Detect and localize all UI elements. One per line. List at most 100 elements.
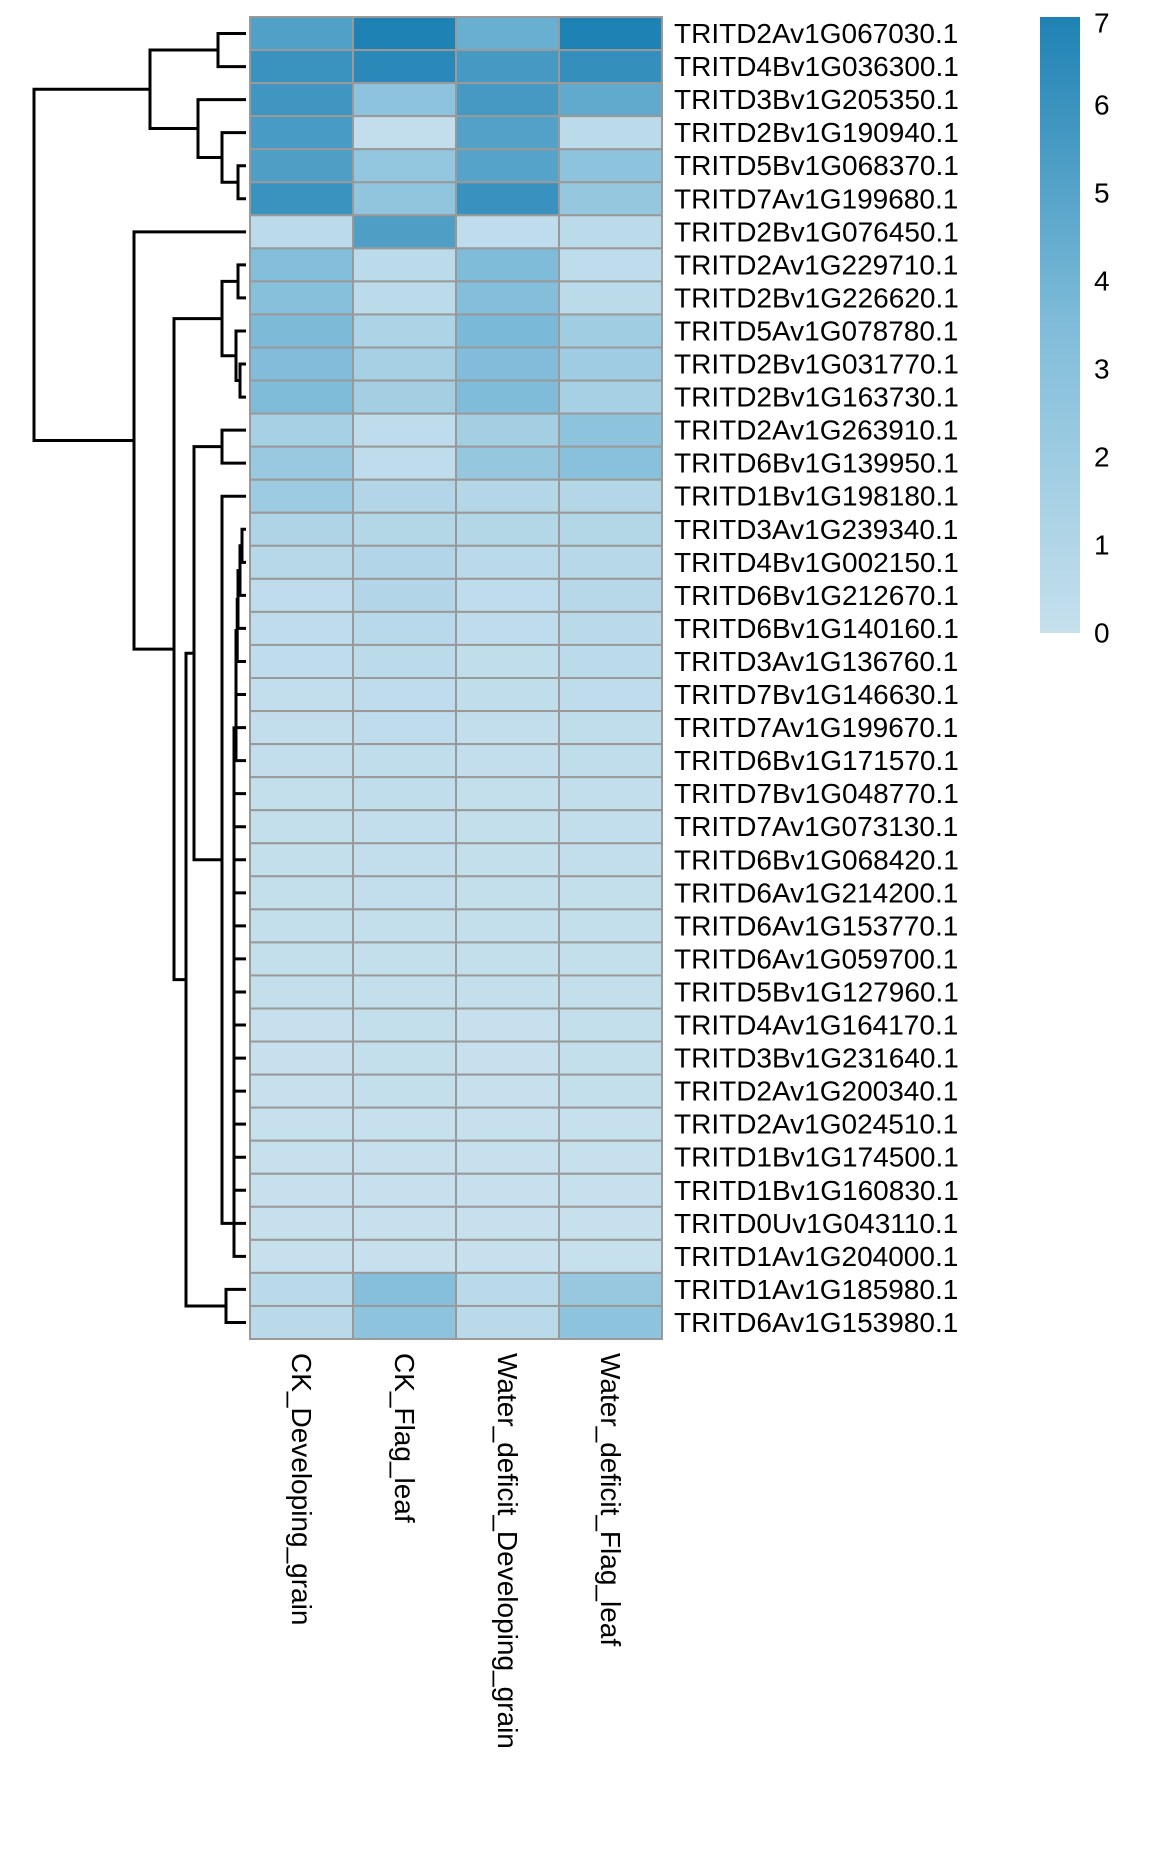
dendrogram-branch: [216, 32, 246, 69]
heatmap-cell: [455, 1106, 560, 1142]
heatmap-cell: [249, 148, 354, 184]
heatmap-cell: [352, 974, 457, 1010]
heatmap-cell: [352, 908, 457, 944]
legend-tick-label: 1: [1094, 530, 1110, 561]
heatmap-cell: [558, 1073, 663, 1109]
heatmap-cell: [558, 16, 663, 52]
heatmap-cell: [455, 544, 560, 580]
heatmap-cell: [455, 379, 560, 415]
heatmap-cell: [352, 610, 457, 646]
heatmap-cell: [249, 643, 354, 680]
row-label: TRITD7Av1G073130.1: [674, 811, 958, 842]
heatmap-cell: [249, 346, 354, 382]
heatmap-cell: [558, 115, 663, 151]
heatmap-cell: [352, 1205, 457, 1241]
heatmap-cell: [455, 1007, 560, 1043]
row-label: TRITD3Av1G136760.1: [674, 646, 958, 677]
heatmap-cell: [352, 280, 457, 316]
row-label: TRITD6Bv1G068420.1: [674, 844, 959, 875]
heatmap-cell: [558, 313, 663, 349]
heatmap-cell: [558, 511, 663, 547]
row-dendrogram: [32, 32, 246, 1324]
heatmap-cell: [558, 941, 663, 977]
heatmap-cell: [352, 445, 457, 481]
heatmap-cell: [249, 1271, 354, 1307]
legend-tick-label: 2: [1094, 442, 1110, 473]
heatmap-cell: [455, 875, 560, 911]
dendrogram-branch: [232, 726, 246, 796]
legend-tick-label: 5: [1094, 178, 1110, 209]
row-label: TRITD6Av1G059700.1: [674, 943, 958, 974]
heatmap-cell: [249, 544, 354, 580]
heatmap-cell: [558, 677, 663, 713]
row-labels: TRITD2Av1G067030.1TRITD4Bv1G036300.1TRIT…: [674, 18, 959, 1338]
heatmap-cell: [249, 82, 354, 118]
heatmap-cell: [352, 313, 457, 349]
heatmap-cell: [249, 1040, 354, 1076]
heatmap-cell: [455, 1271, 560, 1307]
color-legend-ticks: 0 1 2 3 4 5 6 7: [1094, 8, 1110, 649]
heatmap-cell: [455, 445, 560, 481]
row-label: TRITD5Bv1G068370.1: [674, 150, 959, 181]
heatmap-cell: [455, 809, 560, 845]
row-label: TRITD6Bv1G212670.1: [674, 580, 959, 611]
row-label: TRITD2Av1G229710.1: [674, 249, 958, 280]
heatmap-cell: [249, 875, 354, 911]
heatmap-cell: [558, 445, 663, 481]
heatmap-cell: [455, 776, 560, 812]
dendrogram-branch: [238, 362, 246, 399]
heatmap-cell: [249, 1139, 354, 1175]
row-label: TRITD6Av1G214200.1: [674, 877, 958, 908]
row-label: TRITD5Bv1G127960.1: [674, 976, 959, 1007]
heatmap-cell: [455, 974, 560, 1010]
heatmap-cell: [352, 776, 457, 812]
heatmap-cell: [558, 1304, 663, 1340]
heatmap-cell: [558, 346, 663, 382]
row-label: TRITD6Av1G153770.1: [674, 910, 958, 941]
heatmap-cell: [455, 280, 560, 316]
dendrogram-branch: [184, 651, 226, 1308]
heatmap-cell: [249, 280, 354, 316]
heatmap-cell: [455, 511, 560, 547]
heatmap-cell: [249, 16, 354, 52]
dendrogram-branch: [192, 445, 222, 862]
legend-tick-label: 3: [1094, 354, 1110, 385]
heatmap-cell: [249, 313, 354, 349]
heatmap-cell: [352, 643, 457, 680]
dendrogram-branch: [234, 695, 246, 763]
row-label: TRITD1Av1G204000.1: [674, 1241, 958, 1272]
heatmap-cell: [352, 49, 457, 85]
heatmap-cell: [352, 478, 457, 514]
heatmap-cell: [558, 247, 663, 283]
heatmap-cell: [558, 82, 663, 118]
dendrogram-branch: [235, 598, 246, 663]
dendrogram-branch: [220, 428, 246, 465]
heatmap-cell: [558, 478, 663, 514]
dendrogram-branch: [240, 527, 246, 564]
heatmap-cell: [558, 743, 663, 779]
row-label: TRITD5Av1G078780.1: [674, 315, 958, 346]
row-label: TRITD4Av1G164170.1: [674, 1010, 958, 1041]
heatmap-cell: [352, 247, 457, 283]
row-label: TRITD7Av1G199670.1: [674, 712, 958, 743]
heatmap-cell: [352, 941, 457, 977]
heatmap-cell: [249, 1304, 354, 1340]
heatmap-cell: [455, 577, 560, 613]
heatmap-cell: [455, 743, 560, 779]
heatmap-cell: [352, 1007, 457, 1043]
heatmap-cell: [249, 842, 354, 878]
column-label: CK_Developing_grain: [286, 1353, 317, 1625]
heatmap-cell: [352, 1304, 457, 1340]
heatmap-cell: [352, 511, 457, 547]
row-label: TRITD2Av1G263910.1: [674, 415, 958, 446]
heatmap-cell: [249, 214, 354, 250]
heatmap-cell: [455, 478, 560, 514]
row-label: TRITD3Bv1G205350.1: [674, 84, 959, 115]
row-label: TRITD7Bv1G048770.1: [674, 778, 959, 809]
heatmap-cell: [352, 181, 457, 217]
row-label: TRITD4Bv1G036300.1: [674, 51, 959, 82]
row-label: TRITD6Bv1G140160.1: [674, 613, 959, 644]
legend-tick-label: 6: [1094, 90, 1110, 121]
heatmap-cell: [352, 677, 457, 713]
